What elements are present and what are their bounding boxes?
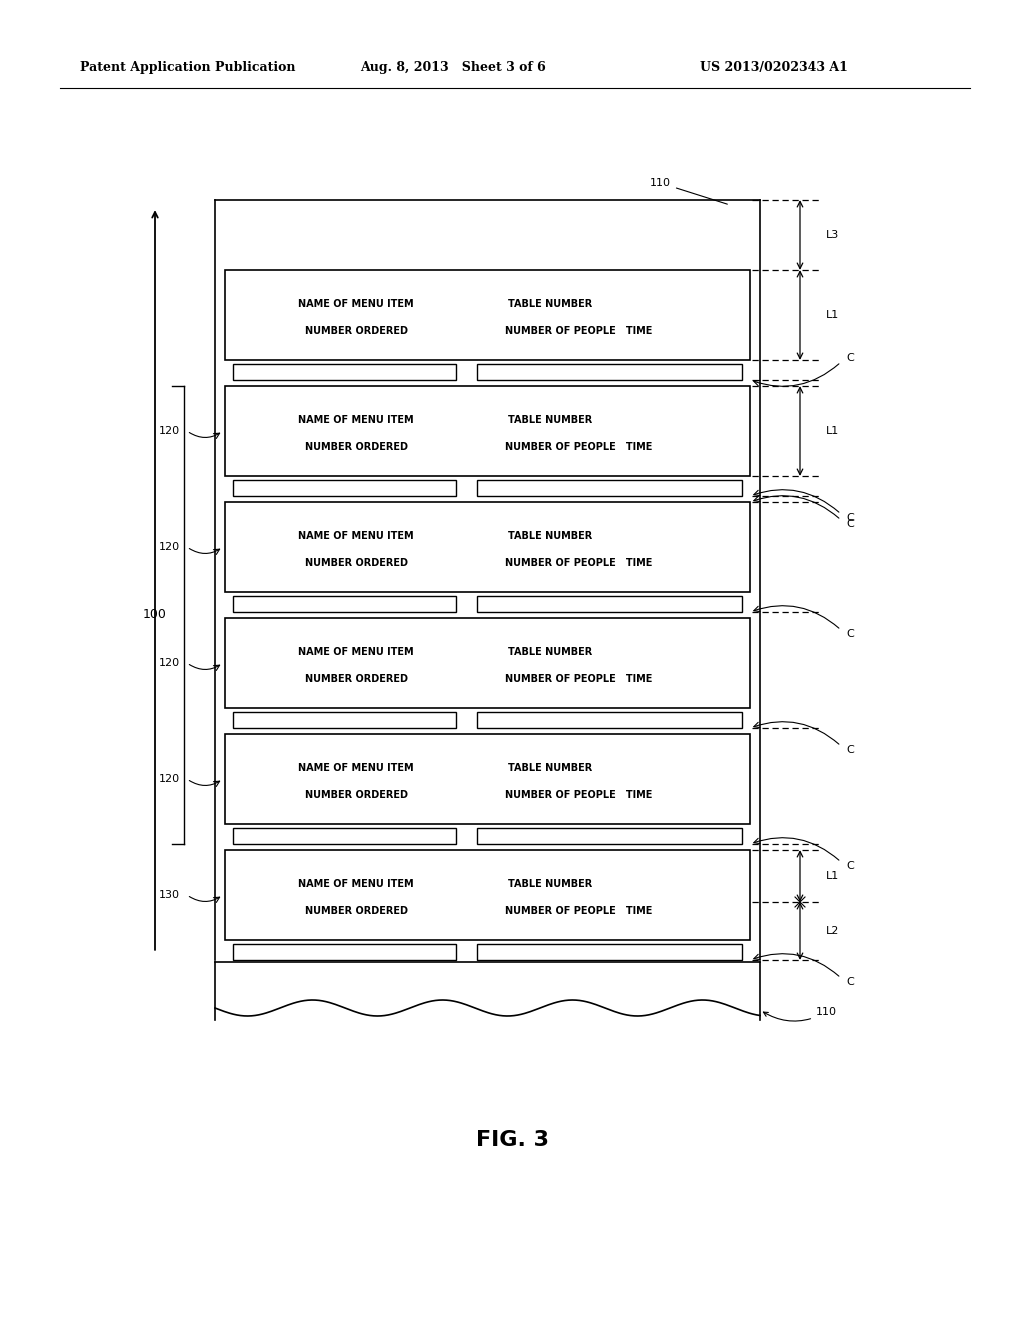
Text: C: C bbox=[846, 519, 854, 529]
Bar bbox=[477, 364, 742, 380]
Text: NUMBER OF PEOPLE   TIME: NUMBER OF PEOPLE TIME bbox=[505, 442, 652, 453]
Text: L3: L3 bbox=[826, 230, 840, 240]
Bar bbox=[225, 385, 750, 477]
Text: L1: L1 bbox=[826, 310, 840, 319]
Bar bbox=[233, 480, 456, 496]
Text: TABLE NUMBER: TABLE NUMBER bbox=[508, 416, 593, 425]
Text: 130: 130 bbox=[159, 890, 180, 900]
Text: NAME OF MENU ITEM: NAME OF MENU ITEM bbox=[298, 879, 414, 890]
Bar bbox=[477, 828, 742, 843]
Bar bbox=[477, 944, 742, 960]
Text: NUMBER ORDERED: NUMBER ORDERED bbox=[305, 442, 408, 453]
Text: NUMBER OF PEOPLE   TIME: NUMBER OF PEOPLE TIME bbox=[505, 558, 652, 568]
Text: NUMBER OF PEOPLE   TIME: NUMBER OF PEOPLE TIME bbox=[505, 791, 652, 800]
Text: Patent Application Publication: Patent Application Publication bbox=[80, 62, 296, 74]
Bar bbox=[233, 364, 456, 380]
Text: NUMBER OF PEOPLE   TIME: NUMBER OF PEOPLE TIME bbox=[505, 907, 652, 916]
Bar bbox=[477, 597, 742, 612]
Bar bbox=[225, 850, 750, 940]
Text: L2: L2 bbox=[826, 927, 840, 936]
Text: C: C bbox=[846, 352, 854, 363]
Text: NAME OF MENU ITEM: NAME OF MENU ITEM bbox=[298, 416, 414, 425]
Text: C: C bbox=[846, 513, 854, 523]
Text: TABLE NUMBER: TABLE NUMBER bbox=[508, 647, 593, 657]
Text: NAME OF MENU ITEM: NAME OF MENU ITEM bbox=[298, 763, 414, 774]
Text: 110: 110 bbox=[650, 178, 727, 205]
Text: C: C bbox=[846, 977, 854, 987]
Text: NUMBER OF PEOPLE   TIME: NUMBER OF PEOPLE TIME bbox=[505, 326, 652, 337]
Text: NAME OF MENU ITEM: NAME OF MENU ITEM bbox=[298, 647, 414, 657]
Text: C: C bbox=[846, 861, 854, 871]
Text: US 2013/0202343 A1: US 2013/0202343 A1 bbox=[700, 62, 848, 74]
Text: TABLE NUMBER: TABLE NUMBER bbox=[508, 763, 593, 774]
Bar bbox=[225, 502, 750, 591]
Text: Aug. 8, 2013   Sheet 3 of 6: Aug. 8, 2013 Sheet 3 of 6 bbox=[360, 62, 546, 74]
Text: 120: 120 bbox=[159, 774, 180, 784]
Text: 110: 110 bbox=[764, 1007, 837, 1022]
Text: NAME OF MENU ITEM: NAME OF MENU ITEM bbox=[298, 300, 414, 309]
Text: 120: 120 bbox=[159, 543, 180, 552]
Text: NUMBER OF PEOPLE   TIME: NUMBER OF PEOPLE TIME bbox=[505, 675, 652, 684]
Text: NUMBER ORDERED: NUMBER ORDERED bbox=[305, 907, 408, 916]
Text: NUMBER ORDERED: NUMBER ORDERED bbox=[305, 675, 408, 684]
Bar bbox=[477, 711, 742, 729]
Text: NAME OF MENU ITEM: NAME OF MENU ITEM bbox=[298, 531, 414, 541]
Bar bbox=[225, 734, 750, 824]
Text: C: C bbox=[846, 744, 854, 755]
Text: 120: 120 bbox=[159, 657, 180, 668]
Text: C: C bbox=[846, 630, 854, 639]
Text: L1: L1 bbox=[826, 871, 840, 880]
Text: FIG. 3: FIG. 3 bbox=[475, 1130, 549, 1150]
Text: 120: 120 bbox=[159, 426, 180, 436]
Bar bbox=[233, 828, 456, 843]
Bar bbox=[233, 711, 456, 729]
Text: 100: 100 bbox=[143, 609, 167, 622]
Bar bbox=[225, 271, 750, 360]
Text: NUMBER ORDERED: NUMBER ORDERED bbox=[305, 558, 408, 568]
Text: TABLE NUMBER: TABLE NUMBER bbox=[508, 879, 593, 890]
Bar bbox=[225, 618, 750, 708]
Bar bbox=[233, 944, 456, 960]
Bar bbox=[233, 597, 456, 612]
Bar bbox=[477, 480, 742, 496]
Text: NUMBER ORDERED: NUMBER ORDERED bbox=[305, 326, 408, 337]
Text: NUMBER ORDERED: NUMBER ORDERED bbox=[305, 791, 408, 800]
Text: L1: L1 bbox=[826, 426, 840, 436]
Text: TABLE NUMBER: TABLE NUMBER bbox=[508, 300, 593, 309]
Text: TABLE NUMBER: TABLE NUMBER bbox=[508, 531, 593, 541]
